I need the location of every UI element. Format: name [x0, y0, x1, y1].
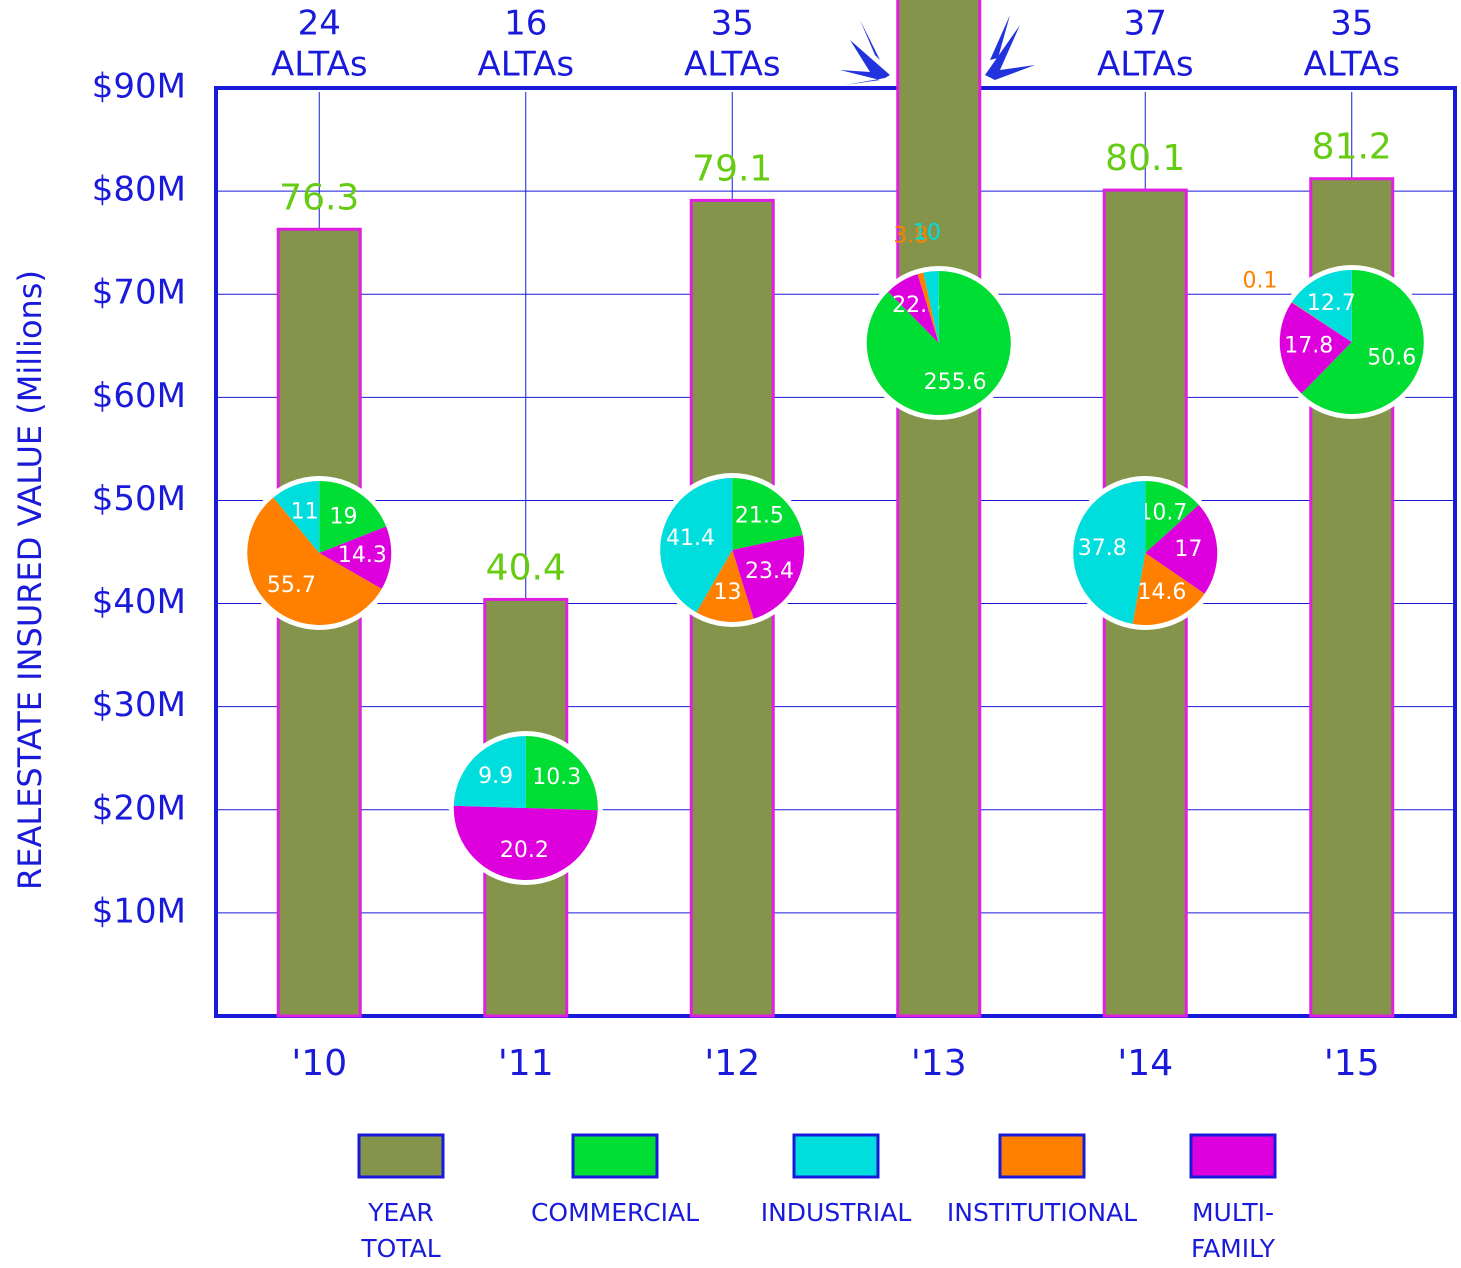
y-tick-label: $20M — [92, 788, 186, 828]
alta-count: 35 — [1330, 4, 1373, 44]
pie: 19 14.3 55.7 11 — [242, 476, 396, 630]
pie-label: 17 — [1174, 537, 1202, 562]
pie: 50.6 17.8 0.1 12.7 — [1242, 265, 1428, 419]
legend-label: INSTITUTIONAL — [947, 1195, 1137, 1231]
x-tick-label: '14 — [1117, 1043, 1173, 1084]
y-tick-label: $60M — [92, 376, 186, 416]
x-tick-label: '11 — [498, 1043, 554, 1084]
pie: 21.5 23.413 41.4 — [655, 473, 809, 627]
legend-swatch — [359, 1135, 443, 1177]
y-tick-label: $40M — [92, 582, 186, 622]
legend-swatch — [794, 1135, 878, 1177]
y-tick-label: $70M — [92, 273, 186, 313]
pie-label: 13 — [713, 580, 741, 605]
value-label: 79.1 — [692, 148, 772, 189]
pie: 10.3 20.2 9.9 — [449, 731, 603, 885]
pie-label: 37.8 — [1078, 536, 1127, 561]
pie-label: 14.3 — [338, 543, 387, 568]
y-tick-label: $50M — [92, 479, 186, 519]
value-label: 80.1 — [1105, 138, 1185, 179]
pie-label: 10.7 — [1138, 501, 1187, 526]
pie-label: 12.7 — [1307, 291, 1356, 316]
bar — [898, 0, 980, 1016]
legend-label: YEAR TOTAL — [361, 1195, 440, 1267]
y-tick-label: $10M — [92, 891, 186, 931]
alta-unit: ALTAs — [684, 45, 781, 85]
pie-label: 55.7 — [267, 573, 316, 598]
alta-unit: ALTAs — [477, 45, 574, 85]
pie-label: 41.4 — [666, 526, 715, 551]
pie-label: 0.1 — [1242, 268, 1277, 293]
pie-label: 14.6 — [1137, 580, 1186, 605]
legend-label: MULTI-FAMILY — [1191, 1195, 1275, 1267]
alta-unit: ALTAs — [1303, 45, 1400, 85]
pie-label: 10.3 — [532, 765, 581, 790]
legend-swatch — [1000, 1135, 1084, 1177]
alta-count: 16 — [504, 4, 547, 44]
y-tick-label: $30M — [92, 685, 186, 725]
legend-label: INDUSTRIAL — [761, 1195, 912, 1231]
legend-label: COMMERCIAL — [531, 1195, 699, 1231]
legend-swatch — [1191, 1135, 1275, 1177]
pie-label: 20.2 — [500, 838, 549, 863]
x-tick-label: '10 — [291, 1043, 347, 1084]
chart: REALESTATE INSURED VALUE (Millions) $10M… — [0, 0, 1461, 1268]
x-tick-label: '15 — [1324, 1043, 1380, 1084]
pie-label: 9.9 — [478, 764, 513, 789]
pie-label: 10 — [913, 221, 941, 246]
y-tick-label: $80M — [92, 170, 186, 210]
value-label: 76.3 — [279, 177, 359, 218]
pie-label: 50.6 — [1367, 345, 1416, 370]
alta-unit: ALTAs — [1097, 45, 1194, 85]
pie-label: 23.4 — [745, 559, 794, 584]
y-tick-label: $90M — [92, 67, 186, 107]
y-axis-label: REALESTATE INSURED VALUE (Millions) — [11, 270, 49, 890]
plot-frame — [216, 88, 1455, 1016]
alta-unit: ALTAs — [271, 45, 368, 85]
legend-swatch — [573, 1135, 657, 1177]
alta-count: 35 — [711, 4, 754, 44]
x-tick-label: '12 — [704, 1043, 760, 1084]
pie: 10.7 17 14.6 37.8 — [1068, 476, 1222, 630]
pie-label: 255.6 — [924, 370, 987, 395]
value-label: 40.4 — [486, 547, 566, 588]
page: REALESTATE INSURED VALUE (Millions) $10M… — [0, 0, 1461, 1268]
pie-label: 19 — [330, 504, 358, 529]
x-tick-label: '13 — [911, 1043, 967, 1084]
alta-count: 37 — [1124, 4, 1167, 44]
pie-label: 17.8 — [1284, 334, 1333, 359]
alta-count: 24 — [298, 4, 341, 44]
pie-label: 11 — [291, 499, 319, 524]
pie-label: 21.5 — [735, 503, 784, 528]
value-label: 81.2 — [1312, 127, 1392, 168]
